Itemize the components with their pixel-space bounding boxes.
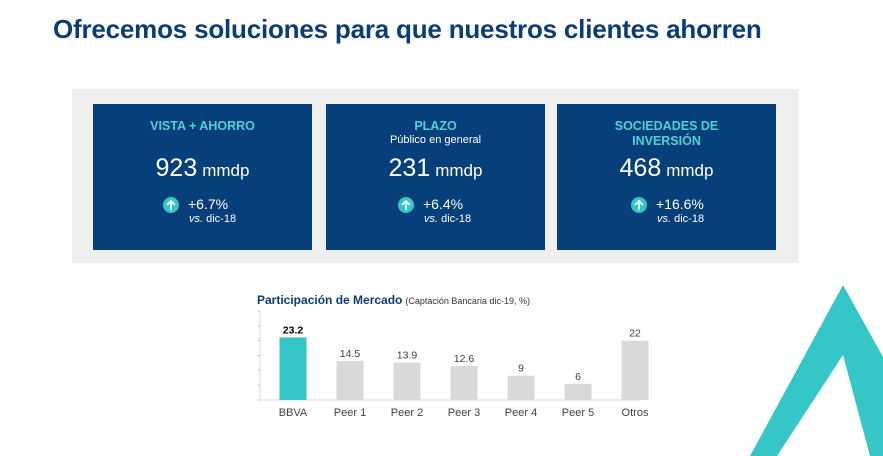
amount-value: 231 bbox=[388, 154, 431, 182]
card-title: SOCIEDADES DE INVERSIÓN bbox=[557, 119, 776, 149]
card-title-line1: VISTA + AHORRO bbox=[150, 119, 255, 133]
x-tick-label: Peer 5 bbox=[562, 407, 594, 419]
card-subtitle: Público en general bbox=[389, 134, 482, 146]
chart-subtitle: (Captación Bancaria dic-19, %) bbox=[405, 296, 530, 306]
vs-prefix: vs. bbox=[189, 213, 204, 225]
card-title: VISTA + AHORRO bbox=[93, 119, 312, 134]
data-label: 14.5 bbox=[340, 348, 361, 360]
change-reference: vs. dic-18 bbox=[189, 213, 236, 225]
card-sociedades-inversion: SOCIEDADES DE INVERSIÓN 468 mmdp +16.6% v… bbox=[557, 104, 776, 250]
amount-unit: mmdp bbox=[666, 161, 714, 180]
bar-peer-2 bbox=[393, 362, 421, 400]
summary-panel: VISTA + AHORRO 923 mmdp +6.7% vs. dic-18 … bbox=[72, 89, 799, 263]
market-share-bar-chart: 23.2 BBVA 14.5 Peer 1 13.9 Peer 2 12.6 Peer 3 9 P… bbox=[258, 310, 649, 419]
chart-title: Participación de Mercado bbox=[257, 293, 403, 307]
data-label: 9 bbox=[518, 363, 524, 375]
change-percent: +16.6% bbox=[656, 196, 704, 212]
vs-date: dic-18 bbox=[441, 213, 472, 225]
data-label: 12.6 bbox=[454, 353, 475, 365]
card-amount: 468 mmdp bbox=[557, 154, 776, 183]
amount-unit: mmdp bbox=[435, 161, 483, 180]
bar-bbva bbox=[279, 337, 307, 400]
change-reference: vs. dic-18 bbox=[424, 213, 471, 225]
vs-prefix: vs. bbox=[657, 213, 672, 225]
amount-value: 468 bbox=[619, 154, 662, 182]
card-title-line1: PLAZO bbox=[414, 119, 457, 133]
vs-date: dic-18 bbox=[206, 213, 237, 225]
card-plazo: PLAZO Público en general 231 mmdp +6.4% v… bbox=[326, 104, 545, 250]
card-title-line1: SOCIEDADES DE bbox=[614, 119, 719, 133]
arrow-up-circle-icon bbox=[398, 197, 414, 213]
data-label: 13.9 bbox=[397, 350, 418, 362]
change-percent: +6.7% bbox=[188, 196, 229, 212]
amount-unit: mmdp bbox=[202, 161, 250, 180]
change-percent: +6.4% bbox=[423, 196, 464, 212]
bar-peer-5 bbox=[564, 383, 592, 400]
bar-otros bbox=[621, 340, 649, 400]
card-title-line2: INVERSIÓN bbox=[632, 134, 701, 148]
arrow-up-circle-icon bbox=[631, 197, 647, 213]
triangle-logo-icon bbox=[750, 285, 883, 456]
card-amount: 231 mmdp bbox=[326, 154, 545, 183]
data-label: 22 bbox=[629, 328, 641, 340]
data-label: 23.2 bbox=[283, 324, 304, 336]
card-amount: 923 mmdp bbox=[93, 154, 312, 183]
amount-value: 923 bbox=[155, 154, 198, 182]
change-reference: vs. dic-18 bbox=[657, 213, 704, 225]
x-tick-label: Peer 4 bbox=[505, 407, 537, 419]
x-tick-label: Peer 1 bbox=[334, 407, 366, 419]
x-tick-label: Peer 3 bbox=[448, 407, 480, 419]
page-title: Ofrecemos soluciones para que nuestros c… bbox=[53, 14, 762, 44]
card-vista-ahorro: VISTA + AHORRO 923 mmdp +6.7% vs. dic-18 bbox=[93, 104, 312, 250]
arrow-up-circle-icon bbox=[163, 197, 179, 213]
card-title: PLAZO bbox=[326, 119, 545, 134]
vs-prefix: vs. bbox=[424, 213, 439, 225]
x-tick-label: Otros bbox=[622, 407, 649, 419]
bar-peer-4 bbox=[507, 375, 535, 400]
x-tick-label: BBVA bbox=[279, 407, 308, 419]
data-label: 6 bbox=[575, 371, 581, 383]
chart-heading: Participación de Mercado (Captación Banca… bbox=[257, 291, 530, 309]
vs-date: dic-18 bbox=[674, 213, 705, 225]
x-tick-label: Peer 2 bbox=[391, 407, 423, 419]
bar-peer-1 bbox=[336, 360, 364, 400]
bar-peer-3 bbox=[450, 366, 478, 400]
